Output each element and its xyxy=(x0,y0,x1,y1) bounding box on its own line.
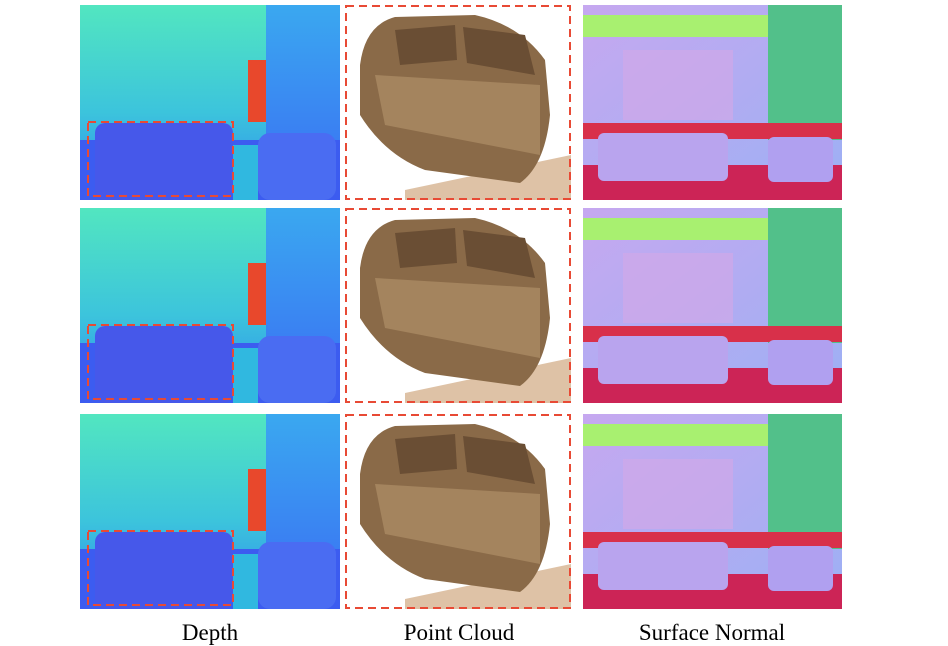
caption: Depth xyxy=(182,620,239,645)
point-cloud-image xyxy=(345,5,571,200)
depth-image xyxy=(80,414,340,609)
depth-image xyxy=(80,5,340,200)
point-cloud-image xyxy=(345,414,571,609)
normal-column xyxy=(583,5,842,609)
normal-image xyxy=(583,414,842,609)
caption: Surface Normal xyxy=(639,620,785,645)
depth-image xyxy=(80,208,340,403)
normal-image xyxy=(583,208,842,403)
point-cloud-image xyxy=(345,208,571,403)
normal-image xyxy=(583,5,842,200)
depth-column xyxy=(80,5,340,609)
point-cloud-column xyxy=(345,5,571,609)
caption: Point Cloud xyxy=(404,620,515,645)
